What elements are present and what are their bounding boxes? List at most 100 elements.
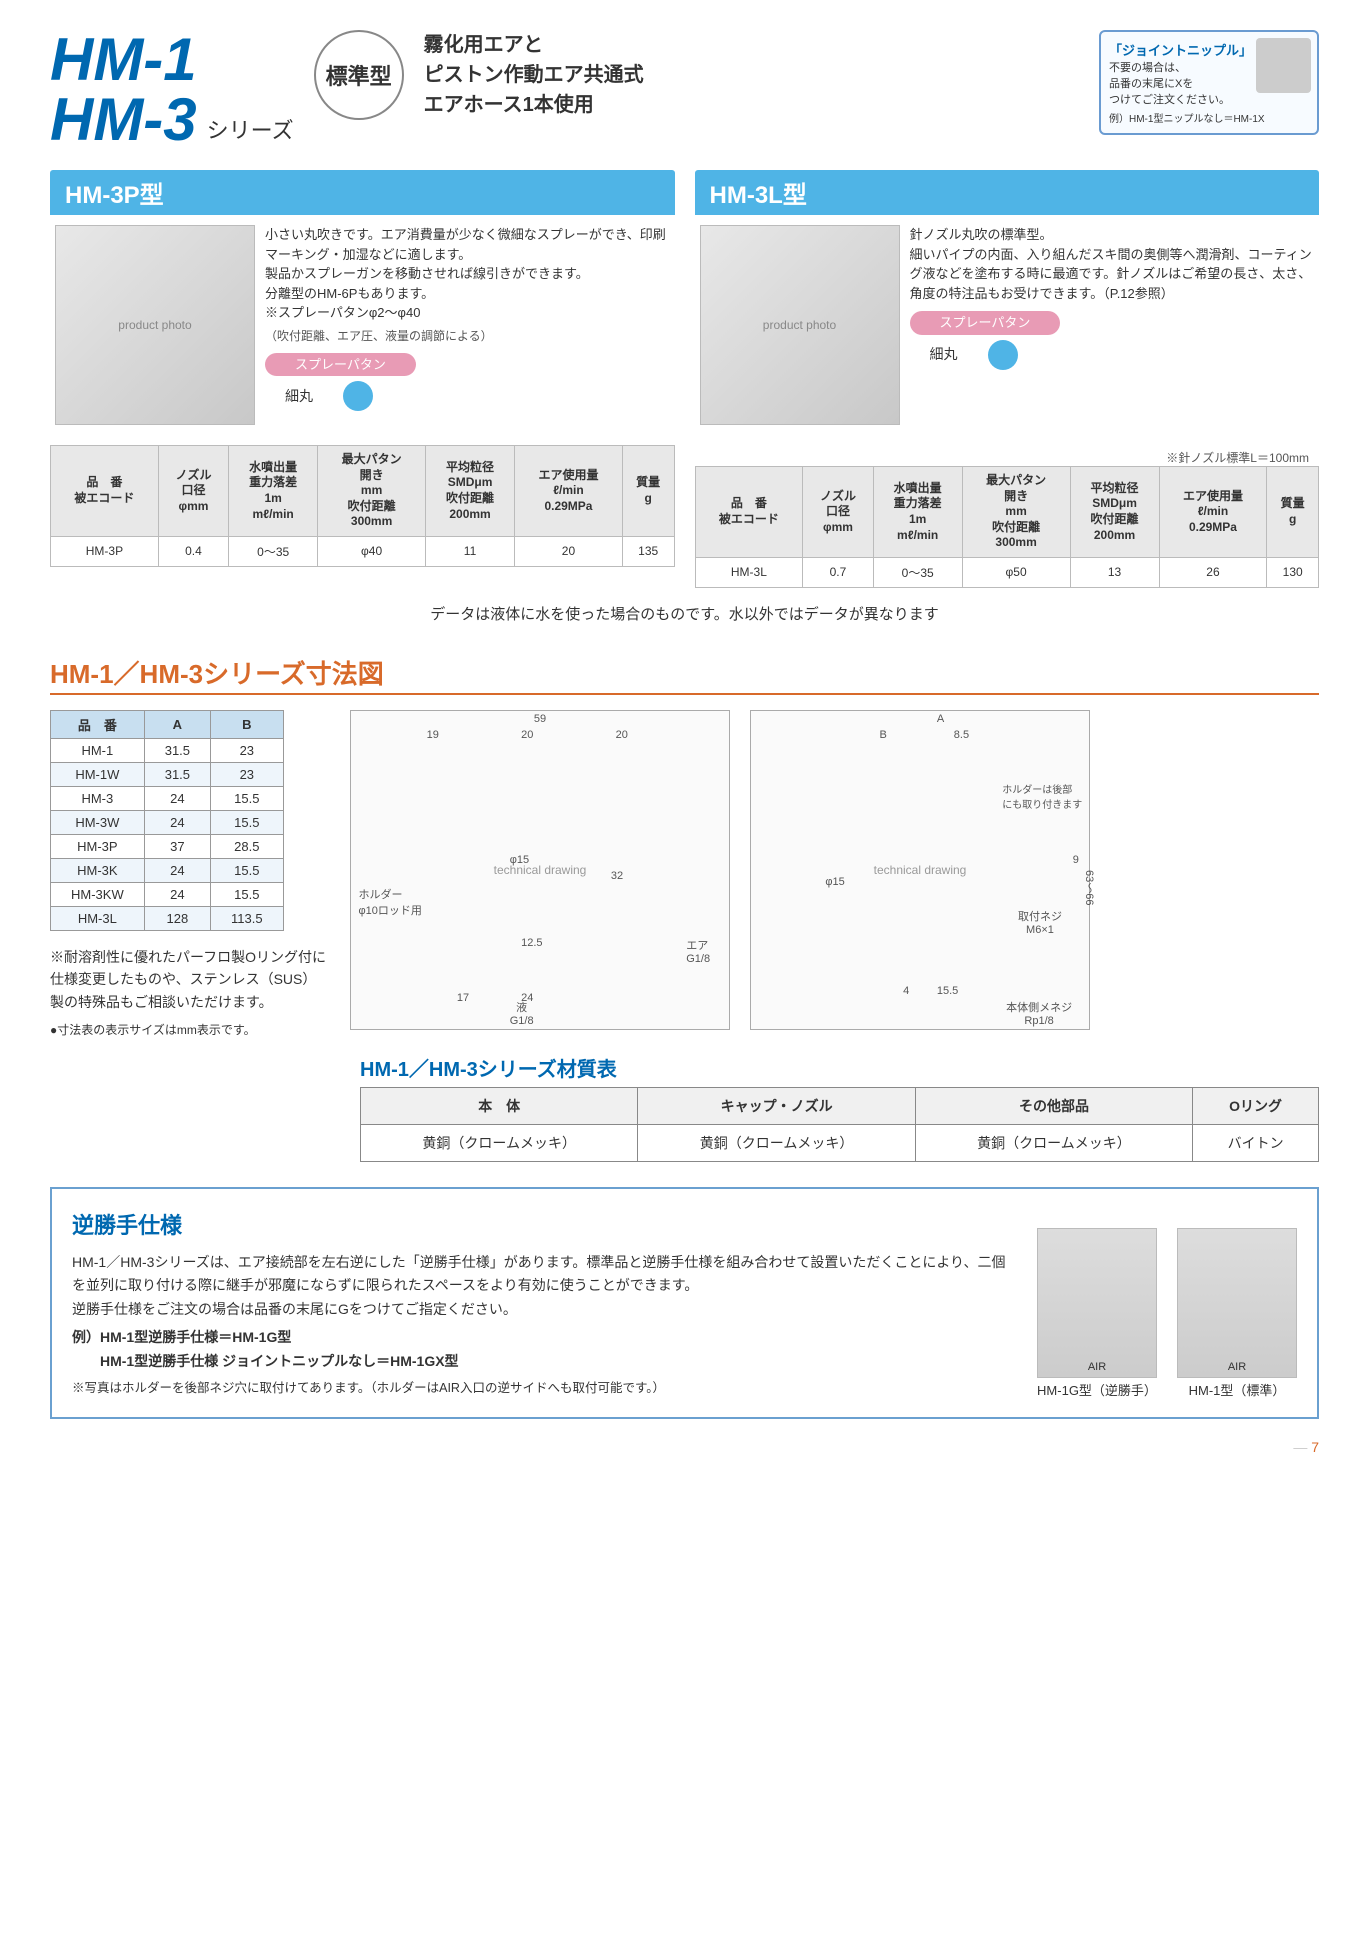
d1-d15: φ15: [510, 854, 529, 866]
dim-cell: 128: [144, 906, 210, 930]
dim-cell: 37: [144, 834, 210, 858]
hm3p-desc-block: 小さい丸吹きです。エア消費量が少なく微細なスプレーができ、印刷マーキング・加湿な…: [265, 225, 670, 435]
spec-th: 品 番: [51, 710, 145, 738]
dim-cell: 15.5: [211, 786, 284, 810]
hm3p-pattern-label: 細丸: [285, 386, 313, 407]
d2-thread: 本体側メネジ Rp1/8: [1006, 999, 1072, 1027]
spec-th: B: [211, 710, 284, 738]
d1-20b: 20: [616, 729, 628, 741]
joint-l3: つけてご注文ください。: [1109, 91, 1309, 107]
dim-cell: HM-1: [51, 738, 145, 762]
dim-cell: HM-3W: [51, 810, 145, 834]
dim-cell: 23: [211, 738, 284, 762]
dim-cell: HM-3P: [51, 834, 145, 858]
spec-td: 0～35: [873, 557, 962, 587]
spec-th: その他部品: [915, 1088, 1192, 1125]
spec-th: 平均粒径 SMDμm 吹付距離 200mm: [426, 446, 515, 537]
dim-section-title: HM-1／HM-3シリーズ寸法図: [50, 654, 1319, 695]
d2-B: B: [879, 729, 886, 741]
spec-td: 黄銅（クロームメッキ）: [361, 1125, 638, 1162]
hm3l-pattern-label: 細丸: [930, 344, 958, 365]
d1-32: 32: [611, 870, 623, 882]
spec-th: 平均粒径 SMDμm 吹付距離 200mm: [1070, 467, 1159, 558]
d1-17: 17: [457, 992, 469, 1004]
dim-row: HM-3P3728.5: [51, 834, 284, 858]
hm3p-photo: product photo: [55, 225, 255, 425]
mat-header-row: 本 体キャップ・ノズルその他部品Oリング: [361, 1088, 1319, 1125]
d1-19: 19: [427, 729, 439, 741]
dim-table-col: 品 番AB HM-131.523HM-1W31.523HM-32415.5HM-…: [50, 710, 330, 1038]
dim-cell: HM-1W: [51, 762, 145, 786]
spec-th: 品 番 被エコード: [51, 446, 159, 537]
hm3l-header: HM-3L型: [695, 170, 1320, 215]
reverse-ex1: 例）HM-1型逆勝手仕様＝HM-1G型: [72, 1326, 1017, 1350]
hm1-caption: HM-1型（標準）: [1177, 1380, 1297, 1399]
d2-63: 63～66: [1081, 870, 1097, 905]
spec-td: 黄銅（クロームメッキ）: [638, 1125, 915, 1162]
spec-td: 黄銅（クロームメッキ）: [915, 1125, 1192, 1162]
dim-cell: 113.5: [211, 906, 284, 930]
reverse-text: 逆勝手仕様 HM-1／HM-3シリーズは、エア接続部を左右逆にした「逆勝手仕様」…: [72, 1207, 1017, 1399]
hm3l-pattern-dot: [988, 340, 1018, 370]
spec-th: 本 体: [361, 1088, 638, 1125]
reverse-body: HM-1／HM-3シリーズは、エア接続部を左右逆にした「逆勝手仕様」があります。…: [72, 1251, 1017, 1322]
model-hm3l: HM-3L型 product photo 針ノズル丸吹の標準型。 細いパイプの内…: [695, 170, 1320, 588]
dim-row: HM-3L128113.5: [51, 906, 284, 930]
dim-cell: 24: [144, 858, 210, 882]
hm3l-needle-note: ※針ノズル標準L＝100mm: [695, 449, 1320, 466]
dim-cell: 31.5: [144, 738, 210, 762]
hm1g-photo: [1037, 1228, 1157, 1378]
dim-note-small: ●寸法表の表示サイズはmm表示です。: [50, 1021, 330, 1038]
spec-th: A: [144, 710, 210, 738]
spec-td: 0.7: [803, 557, 873, 587]
spec-th: 品 番 被エコード: [695, 467, 803, 558]
d2-4: 4: [903, 985, 909, 997]
hm3p-pattern-badge: スプレーパタン: [265, 353, 416, 377]
header-description: 霧化用エアと ピストン作動エア共通式 エアホース1本使用: [424, 30, 644, 120]
d1-liq: 液 G1/8: [510, 999, 534, 1027]
models-row: HM-3P型 product photo 小さい丸吹きです。エア消費量が少なく微…: [50, 170, 1319, 588]
reverse-img-1: HM-1G型（逆勝手）: [1037, 1228, 1157, 1399]
spec-th: キャップ・ノズル: [638, 1088, 915, 1125]
material-table: 本 体キャップ・ノズルその他部品Oリング 黄銅（クロームメッキ）黄銅（クロームメ…: [360, 1087, 1319, 1162]
d2-screw: 取付ネジ M6×1: [1018, 908, 1062, 936]
spec-td: バイトン: [1193, 1125, 1319, 1162]
spec-th: 水噴出量 重力落差 1m mℓ/min: [873, 467, 962, 558]
reverse-ex2: HM-1型逆勝手仕様 ジョイントニップルなし＝HM-1GX型: [72, 1350, 1017, 1374]
page-number: 7: [50, 1439, 1319, 1455]
d2-A: A: [937, 713, 944, 725]
dimension-area: 品 番AB HM-131.523HM-1W31.523HM-32415.5HM-…: [50, 710, 1319, 1038]
dim-cell: 15.5: [211, 810, 284, 834]
dim-cell: HM-3KW: [51, 882, 145, 906]
dim-row: HM-3K2415.5: [51, 858, 284, 882]
dim-cell: 28.5: [211, 834, 284, 858]
dim-row: HM-3W2415.5: [51, 810, 284, 834]
dim-cell: 15.5: [211, 882, 284, 906]
hm3p-pattern-dot: [343, 381, 373, 411]
dim-row: HM-1W31.523: [51, 762, 284, 786]
dim-cell: HM-3K: [51, 858, 145, 882]
joint-nipple-icon: [1256, 38, 1311, 93]
drawing-2: A B 8.5 φ15 9 63～66 4 15.5 取付ネジ M6×1 本体側…: [750, 710, 1090, 1030]
d1-holder: ホルダー φ10ロッド用: [359, 886, 422, 918]
spec-th: エア使用量 ℓ/min 0.29MPa: [1159, 467, 1267, 558]
spec-th: ノズル 口径 φmm: [158, 446, 228, 537]
model-hm3p: HM-3P型 product photo 小さい丸吹きです。エア消費量が少なく微…: [50, 170, 675, 588]
spec-td: 20: [515, 536, 623, 566]
spec-th: 最大パタン 開き mm 吹付距離 300mm: [962, 467, 1070, 558]
spec-td: 13: [1070, 557, 1159, 587]
d2-85: 8.5: [954, 729, 969, 741]
spec-td: φ50: [962, 557, 1070, 587]
dim-cell: 24: [144, 882, 210, 906]
hm3l-spec-table: 品 番 被エコードノズル 口径 φmm水噴出量 重力落差 1m mℓ/min最大…: [695, 466, 1320, 588]
hm3p-desc: 小さい丸吹きです。エア消費量が少なく微細なスプレーができ、印刷マーキング・加湿な…: [265, 225, 670, 323]
d2-holder-rear: ホルダーは後部 にも取り付きます: [1002, 781, 1082, 811]
spec-th: 水噴出量 重力落差 1m mℓ/min: [229, 446, 318, 537]
dim-cell: HM-3L: [51, 906, 145, 930]
joint-ex: 例）HM-1型ニップルなし＝HM-1X: [1109, 110, 1309, 125]
spec-th: Oリング: [1193, 1088, 1319, 1125]
series-label: シリーズ: [207, 113, 294, 145]
spec-data-row: HM-3P0.40～35φ401120135: [51, 536, 675, 566]
spec-td: HM-3P: [51, 536, 159, 566]
dim-row: HM-131.523: [51, 738, 284, 762]
